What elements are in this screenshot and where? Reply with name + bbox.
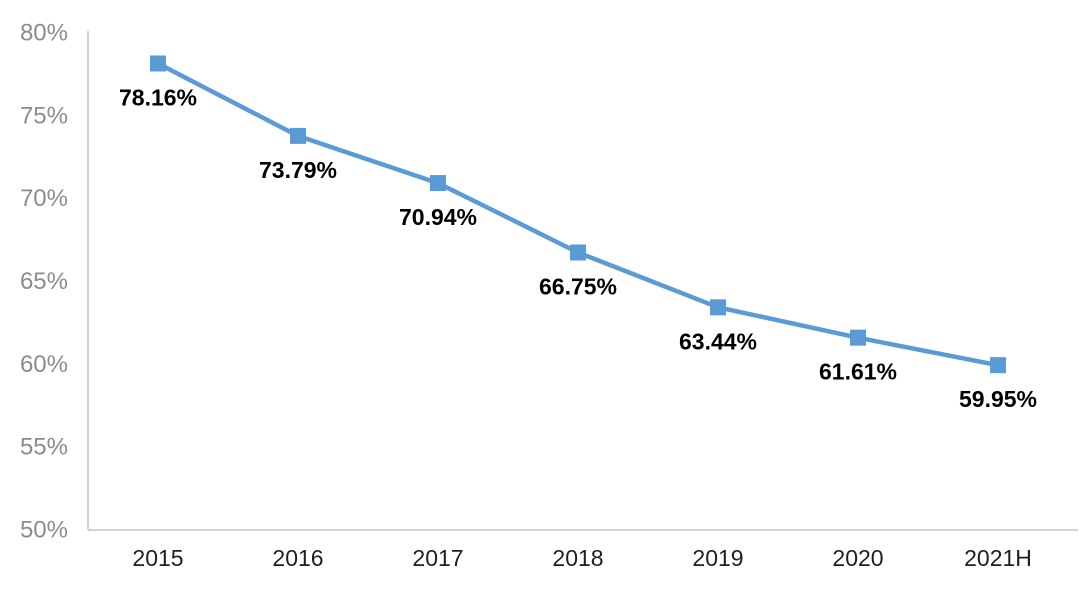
- x-tick-label: 2018: [552, 545, 603, 571]
- x-tick-label: 2020: [832, 545, 883, 571]
- x-tick-label: 2016: [272, 545, 323, 571]
- x-tick-label: 2017: [412, 545, 463, 571]
- y-tick-label: 75%: [20, 102, 68, 129]
- data-point-marker: [150, 55, 166, 72]
- y-tick-label: 55%: [20, 434, 68, 461]
- x-tick-label: 2019: [692, 545, 743, 571]
- data-point-marker: [290, 127, 306, 144]
- data-point-marker: [570, 244, 586, 261]
- data-point-label: 61.61%: [819, 359, 897, 385]
- data-point-marker: [710, 299, 726, 316]
- trend-line: [156, 61, 999, 368]
- y-tick-label: 50%: [20, 517, 68, 544]
- x-tick-label: 2015: [132, 545, 183, 571]
- data-point-label: 66.75%: [539, 274, 617, 300]
- series-layer: [150, 55, 1006, 374]
- data-point-marker: [850, 329, 866, 346]
- data-point-label: 73.79%: [259, 157, 337, 183]
- y-tick-label: 60%: [20, 351, 68, 378]
- data-point-marker: [430, 175, 446, 192]
- axes-layer: 80% 75% 70% 65% 60% 55% 50% 2015 2016 2017 2018 201…: [20, 20, 1078, 571]
- data-point-marker: [990, 357, 1006, 374]
- y-tick-label: 65%: [20, 268, 68, 295]
- labels-layer: 78.16% 73.79% 70.94% 66.75% 63.44% 61.61% 59.9…: [119, 84, 1037, 412]
- x-tick-label: 2021H: [964, 545, 1032, 571]
- data-point-label: 78.16%: [119, 84, 197, 110]
- data-point-label: 59.95%: [959, 386, 1037, 412]
- y-tick-label: 80%: [20, 20, 68, 47]
- data-point-label: 70.94%: [399, 204, 477, 230]
- y-tick-label: 70%: [20, 185, 68, 212]
- data-point-label: 63.44%: [679, 328, 757, 354]
